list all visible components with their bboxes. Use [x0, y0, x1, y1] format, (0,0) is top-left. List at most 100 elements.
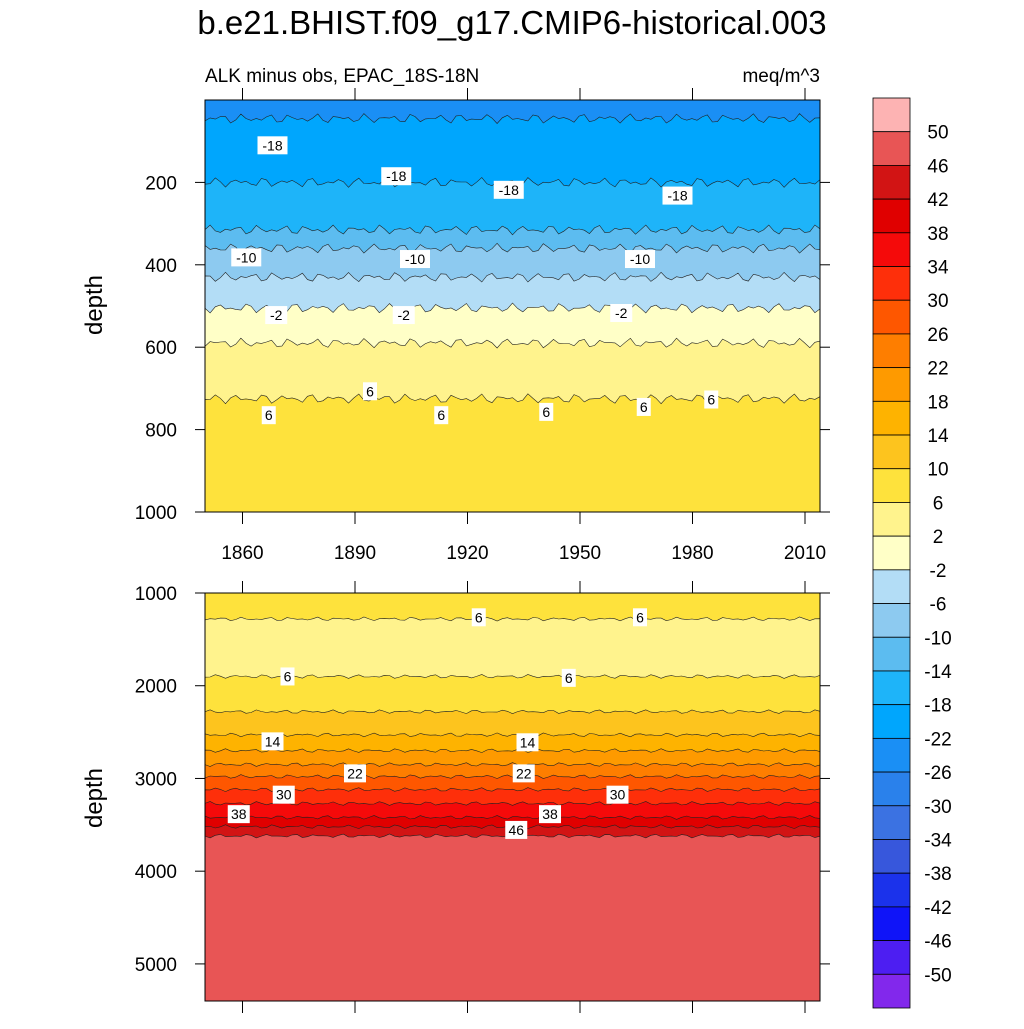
contour-label-box [471, 608, 486, 627]
colorbar-label: -14 [924, 662, 952, 683]
contour-label: 6 [636, 609, 644, 625]
colorbar-label: -26 [924, 763, 951, 784]
contour-label: 6 [475, 609, 483, 625]
contour-label: -10 [236, 249, 256, 265]
colorbar-label: -50 [924, 965, 951, 986]
colorbar-label: 38 [927, 224, 948, 245]
contour-label-box [539, 805, 561, 824]
contour-label: 6 [565, 670, 573, 686]
colorbar-label: -30 [924, 797, 951, 818]
contour-label-box [400, 250, 430, 269]
contour-label-box [363, 382, 377, 401]
contour-label-box [633, 608, 647, 627]
colorbar-swatch [872, 670, 911, 706]
colorbar-label: -34 [924, 830, 952, 851]
contour-label: -18 [386, 168, 406, 184]
colorbar-swatch [872, 97, 911, 133]
contour-label-box [505, 820, 528, 839]
panel-2-band-2 [205, 674, 820, 718]
panel-1-ytick-label: 800 [145, 421, 177, 442]
panel-1-xtick-label: 1980 [671, 543, 713, 564]
contour-label: -18 [262, 137, 282, 153]
colorbar-swatch [872, 198, 911, 234]
contour-label: 14 [520, 734, 536, 750]
contour-label: -10 [405, 251, 425, 267]
colorbar-label: 26 [927, 325, 948, 346]
colorbar-label: 30 [927, 291, 948, 312]
contour-label-box [227, 805, 250, 824]
contour-label: 30 [276, 787, 292, 803]
contour-label-box [261, 732, 284, 751]
colorbar-swatch [872, 299, 911, 335]
contour-label: -18 [667, 188, 687, 204]
contour-label-box [561, 668, 576, 687]
panel-2-ytick-label: 4000 [135, 862, 177, 883]
panel-2-plot: 1000 2000 3000 4000 5000 6 6 6 6 14 14 22 22 30 30 38 38… [135, 581, 830, 1013]
colorbar-swatch [872, 131, 911, 166]
contour-label-box [280, 667, 295, 686]
contour-label: 22 [347, 765, 363, 781]
colorbar-swatch [872, 400, 911, 436]
colorbar-label: 2 [933, 527, 944, 548]
contour-label: -10 [630, 251, 650, 267]
colorbar-swatch [872, 906, 911, 941]
contour-label-box [261, 406, 276, 425]
contour-label-box [704, 390, 719, 409]
contour-label: -18 [499, 182, 519, 198]
panel-1-band-5 [205, 271, 820, 315]
colorbar-swatch [872, 569, 911, 604]
panel-1-frame [204, 99, 821, 513]
colorbar-label: 50 [927, 123, 948, 144]
panel-2-ytick-label: 3000 [135, 769, 177, 790]
contour-label-box [344, 764, 366, 783]
colorbar-swatch [872, 535, 911, 571]
contour-label: 30 [610, 787, 626, 803]
panel-1-band-4 [205, 242, 820, 284]
contour-label: 6 [265, 407, 273, 423]
panel-1-subtitle-right: meq/m^3 [742, 66, 820, 87]
panel-1-ytick-label: 600 [145, 338, 177, 359]
contour-label-box [272, 785, 295, 804]
colorbar-swatch [872, 872, 911, 908]
contour-label-box [265, 306, 288, 325]
contour-label-box [512, 764, 535, 783]
panel-1-xtick-label: 1950 [559, 543, 601, 564]
contour-label: -2 [398, 307, 411, 323]
colorbar-swatch [872, 737, 911, 773]
panel-1-xtick-label: 1920 [446, 543, 488, 564]
panel-1-xtick-label: 1890 [334, 543, 376, 564]
contour-label: 6 [437, 407, 445, 423]
contour-label-box [625, 250, 655, 269]
colorbar-label: 22 [927, 359, 948, 380]
colorbar: 50 46 42 38 34 30 26 22 18 14 10 6 2 -2 -6 -10 -14 -18 -22… [872, 97, 952, 1009]
contour-label-box [493, 180, 524, 199]
panel-2-ytick-label: 5000 [135, 955, 177, 976]
colorbar-swatch [872, 771, 911, 807]
panel-1-xtick-label: 1860 [221, 543, 263, 564]
colorbar-label: 10 [927, 460, 948, 481]
contour-label: 6 [366, 383, 374, 399]
contour-label: 14 [265, 733, 281, 749]
colorbar-swatch [872, 603, 911, 638]
contour-label: -2 [270, 307, 283, 323]
panel-1-ylabel: depth [81, 275, 108, 335]
colorbar-swatch [872, 434, 911, 470]
contour-label-box [381, 167, 412, 186]
colorbar-swatch [872, 502, 911, 537]
panel-1-band-1 [205, 113, 820, 189]
panel-2-ytick-label: 2000 [135, 677, 177, 698]
contour-label: 6 [707, 392, 715, 408]
colorbar-label: 42 [927, 190, 948, 211]
panel-1-band-7 [205, 337, 820, 405]
colorbar-label: 14 [927, 426, 949, 447]
contour-label: 6 [284, 668, 292, 684]
panel-1-band-0 [205, 104, 820, 125]
chart-title: b.e21.BHIST.f09_g17.CMIP6-historical.003 [197, 4, 826, 41]
panel-2-frame [204, 592, 821, 1002]
panel-1-subtitle-left: ALK minus obs, EPAC_18S-18N [205, 66, 479, 87]
colorbar-swatch [872, 940, 911, 975]
contour-label: 6 [542, 404, 550, 420]
colorbar-label: -10 [924, 628, 951, 649]
